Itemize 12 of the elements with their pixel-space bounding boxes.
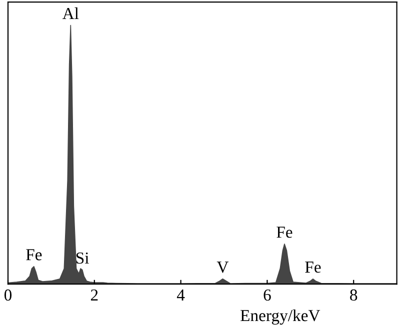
x-tick-label: 8 xyxy=(350,289,358,301)
annotation: Fe xyxy=(276,226,292,238)
annotation: Fe xyxy=(305,262,321,273)
annotation: Si xyxy=(76,252,89,264)
annotation: Fe xyxy=(26,249,42,260)
annotation: V xyxy=(216,262,229,273)
x-tick-label: 0 xyxy=(4,289,12,301)
x-axis-title: Energy/keV xyxy=(240,309,320,325)
annotation: Al xyxy=(62,7,79,19)
x-tick-label: 2 xyxy=(90,289,98,301)
x-tick-label: 4 xyxy=(176,290,185,301)
x-tick-label: 6 xyxy=(264,289,271,301)
